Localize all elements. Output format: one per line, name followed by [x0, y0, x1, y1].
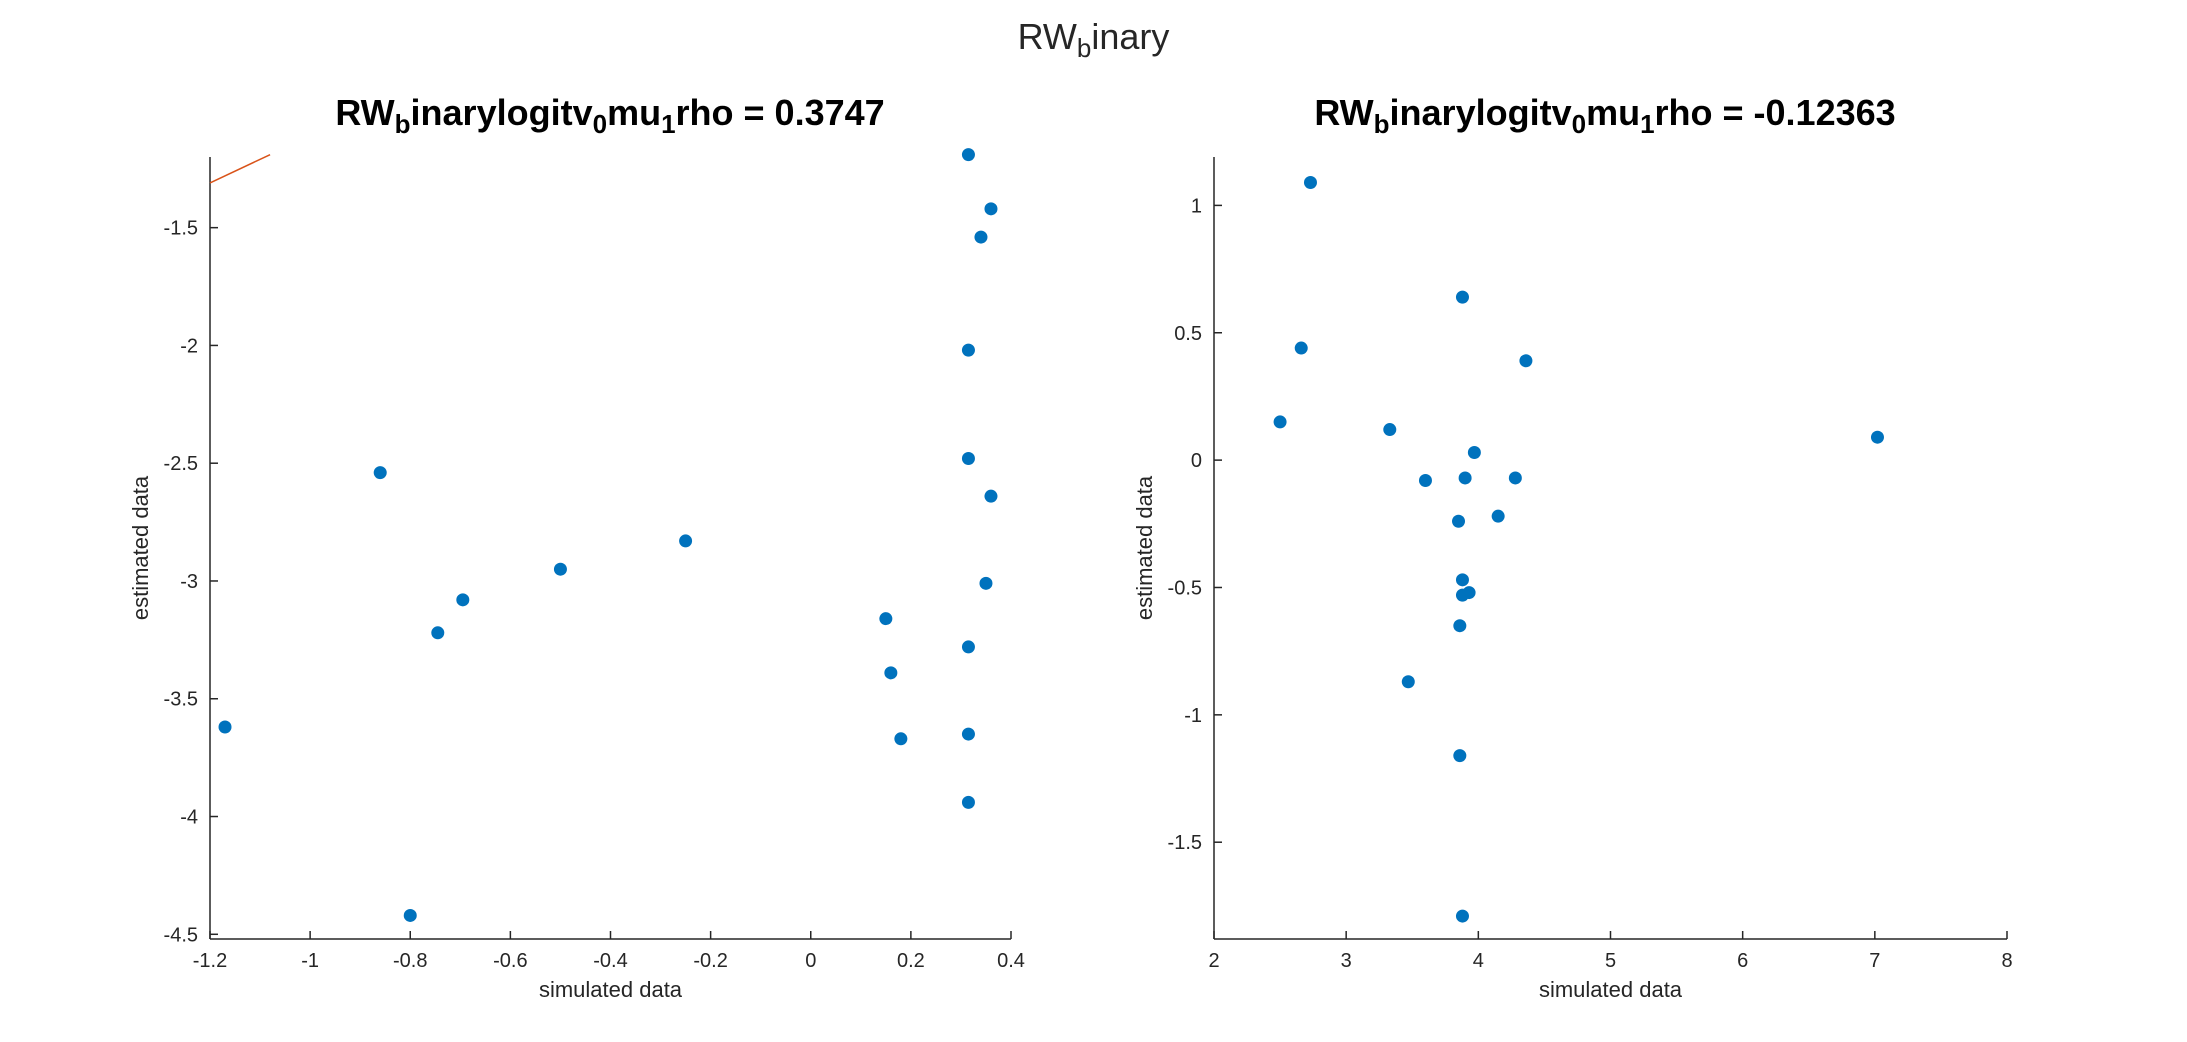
x-tick-label: -0.2 — [693, 950, 727, 972]
x-tick-label: -1 — [301, 950, 319, 972]
data-point — [373, 466, 387, 480]
y-tick-label: -1 — [1184, 705, 1202, 727]
data-point — [984, 202, 998, 216]
left-scatter-plot: -1.2 -1 -0.8 -0.6 -0.4 -0.2 0 0.2 0.4 -4.5 -4 -3.5 -… — [128, 148, 1025, 1002]
data-point — [961, 451, 975, 465]
x-tick-label: 6 — [1737, 950, 1748, 972]
y-axis-label: estimated data — [1132, 475, 1157, 620]
y-tick-label: -0.5 — [1168, 577, 1202, 599]
y-tick-label: -4 — [180, 807, 198, 829]
data-point — [1491, 509, 1505, 523]
data-point — [961, 148, 975, 162]
data-point — [1303, 175, 1317, 189]
x-tick-label: -0.4 — [593, 950, 627, 972]
x-tick-label: 0 — [805, 950, 816, 972]
data-point — [431, 626, 445, 640]
data-point — [979, 576, 993, 590]
x-tick-label: 3 — [1341, 950, 1352, 972]
data-point — [984, 489, 998, 503]
right-scatter-plot: 2 3 4 5 6 7 8 -1.5 -1 -0.5 0 0.5 1 simulated data esti… — [1132, 157, 2013, 1002]
data-point — [679, 534, 693, 548]
y-tick-label: 0 — [1191, 450, 1202, 472]
data-point — [1508, 471, 1522, 485]
x-axis-label: simulated data — [539, 977, 683, 1002]
x-tick-label: 5 — [1605, 950, 1616, 972]
data-point — [1870, 430, 1884, 444]
data-point — [1453, 749, 1467, 763]
data-point — [403, 908, 417, 922]
data-point — [218, 720, 232, 734]
x-tick-label: 4 — [1473, 950, 1484, 972]
data-point — [1418, 473, 1432, 487]
x-tick-label: 0.2 — [897, 950, 925, 972]
data-point — [1519, 354, 1533, 368]
data-point — [1452, 514, 1466, 528]
data-point — [456, 593, 470, 607]
left-plot-title: RWbinarylogitv0mu1rho = 0.3747 — [335, 92, 885, 139]
x-tick-label: 8 — [2001, 950, 2012, 972]
x-tick-label: -0.8 — [393, 950, 427, 972]
y-tick-label: 0.5 — [1174, 323, 1202, 345]
data-point — [1455, 290, 1469, 304]
data-point — [1401, 675, 1415, 689]
fit-line — [209, 153, 271, 184]
y-tick-label: -4.5 — [164, 924, 198, 946]
y-tick-label: -1.5 — [1168, 832, 1202, 854]
x-tick-label: -0.6 — [493, 950, 527, 972]
data-point — [553, 562, 567, 576]
x-axis-label: simulated data — [1539, 977, 1683, 1002]
data-point — [1458, 471, 1472, 485]
data-point — [974, 230, 988, 244]
y-tick-label: -3 — [180, 571, 198, 593]
data-point — [1455, 909, 1469, 923]
data-point — [1273, 415, 1287, 429]
data-point — [961, 795, 975, 809]
x-tick-label: -1.2 — [193, 950, 227, 972]
data-point — [879, 612, 893, 626]
data-point — [1455, 588, 1469, 602]
x-tick-label: 7 — [1869, 950, 1880, 972]
data-point — [1383, 423, 1397, 437]
figure-suptitle: RWbinary — [1017, 16, 1170, 63]
data-point — [961, 343, 975, 357]
y-tick-label: -3.5 — [164, 689, 198, 711]
data-point — [961, 640, 975, 654]
data-point — [1453, 619, 1467, 633]
y-tick-label: -1.5 — [164, 218, 198, 240]
x-tick-label: 0.4 — [997, 950, 1025, 972]
data-point — [1455, 573, 1469, 587]
y-tick-label: -2 — [180, 335, 198, 357]
y-axis-label: estimated data — [128, 475, 153, 620]
y-tick-label: -2.5 — [164, 453, 198, 475]
x-tick-label: 2 — [1208, 950, 1219, 972]
y-tick-label: 1 — [1191, 195, 1202, 217]
data-point — [1467, 445, 1481, 459]
data-point — [961, 727, 975, 741]
data-point — [894, 732, 908, 746]
data-point — [884, 666, 898, 680]
right-plot-title: RWbinarylogitv0mu1rho = -0.12363 — [1314, 92, 1896, 139]
data-point — [1294, 341, 1308, 355]
